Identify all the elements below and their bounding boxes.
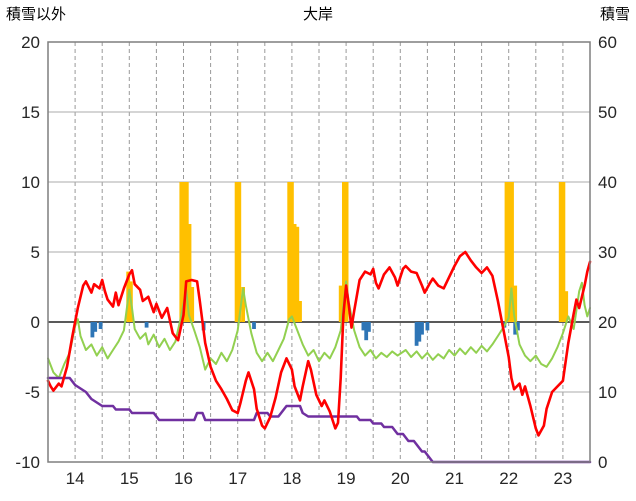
left-axis-title: 積雪以外: [6, 6, 67, 23]
orange-bars-bar: [338, 285, 343, 322]
orange-bars-bar: [184, 182, 189, 322]
x-tick-label: 23: [553, 469, 572, 488]
blue-bars-bar: [144, 322, 149, 328]
x-axis-ticks: 14 15 16 17 18 19 20 21 22 23: [66, 469, 573, 488]
purple-line: [46, 376, 592, 464]
orange-bars-bar: [342, 182, 346, 322]
orange-bars-bar: [187, 224, 192, 322]
orange-bars-bar: [298, 301, 302, 322]
blue-bars-bar: [98, 322, 103, 329]
blue-bars-bar: [414, 322, 419, 346]
left-axis-ticks: 20 15 10 5 0 -5 -10: [15, 33, 40, 472]
x-tick-label: 22: [499, 469, 518, 488]
right-tick-label: 10: [598, 383, 617, 402]
blue-bars-bar: [90, 322, 95, 338]
orange-bars-bar: [287, 182, 292, 322]
orange-bars-bar: [510, 182, 514, 322]
orange-bars-bar: [241, 287, 245, 322]
blue-bars-bar: [425, 322, 430, 331]
orange-bars-bar: [234, 182, 239, 322]
left-tick-label: 5: [31, 243, 40, 262]
left-tick-label: -10: [15, 453, 40, 472]
orange-bars-bar: [182, 182, 186, 322]
orange-bars-bar: [564, 291, 569, 322]
blue-bars-bar: [364, 322, 369, 341]
right-tick-label: 50: [598, 103, 617, 122]
x-tick-label: 17: [228, 469, 247, 488]
left-tick-label: 0: [31, 313, 40, 332]
orange-bars-bar: [237, 182, 242, 322]
left-tick-label: 15: [21, 103, 40, 122]
orange-bars-bar: [179, 182, 184, 322]
orange-bars-bar: [290, 182, 294, 322]
orange-bars-bar: [344, 182, 349, 322]
right-tick-label: 20: [598, 313, 617, 332]
orange-bars-bar: [292, 224, 297, 322]
horizontal-gridlines: [48, 111, 590, 393]
left-tick-label: 10: [21, 173, 40, 192]
x-tick-label: 20: [391, 469, 410, 488]
orange-bars-bar: [295, 226, 300, 322]
orange-bars-bar: [190, 287, 195, 322]
green-line: [47, 280, 591, 379]
left-tick-label: 20: [21, 33, 40, 52]
blue-bars-bar: [361, 322, 366, 331]
blue-bars-bar: [513, 322, 518, 335]
blue-bars: [90, 322, 520, 346]
blue-bars-bar: [93, 322, 98, 332]
x-tick-label: 21: [445, 469, 464, 488]
right-tick-label: 40: [598, 173, 617, 192]
orange-bars-bar: [507, 182, 512, 322]
right-tick-label: 0: [598, 453, 607, 472]
right-axis-ticks: 60 50 40 30 20 10 0: [598, 33, 617, 472]
orange-bars-bar: [513, 285, 518, 322]
right-tick-label: 30: [598, 243, 617, 262]
orange-bars-bar: [504, 182, 509, 322]
x-tick-label: 14: [66, 469, 85, 488]
blue-bars-bar: [420, 322, 424, 335]
left-tick-label: -5: [25, 383, 40, 402]
x-tick-label: 15: [120, 469, 139, 488]
orange-bars-bar: [561, 182, 566, 322]
x-tick-label: 18: [282, 469, 301, 488]
plot-border: [47, 41, 591, 463]
x-tick-label: 16: [174, 469, 193, 488]
x-tick-label: 19: [337, 469, 356, 488]
blue-bars-bar: [367, 322, 371, 332]
blue-bars-bar: [516, 322, 520, 331]
blue-bars-bar: [417, 322, 422, 342]
blue-bars-bar: [252, 322, 256, 329]
right-axis-title: 積雪: [599, 6, 630, 23]
red-line: [46, 250, 592, 437]
orange-bars-bar: [558, 182, 563, 322]
right-tick-label: 60: [598, 33, 617, 52]
